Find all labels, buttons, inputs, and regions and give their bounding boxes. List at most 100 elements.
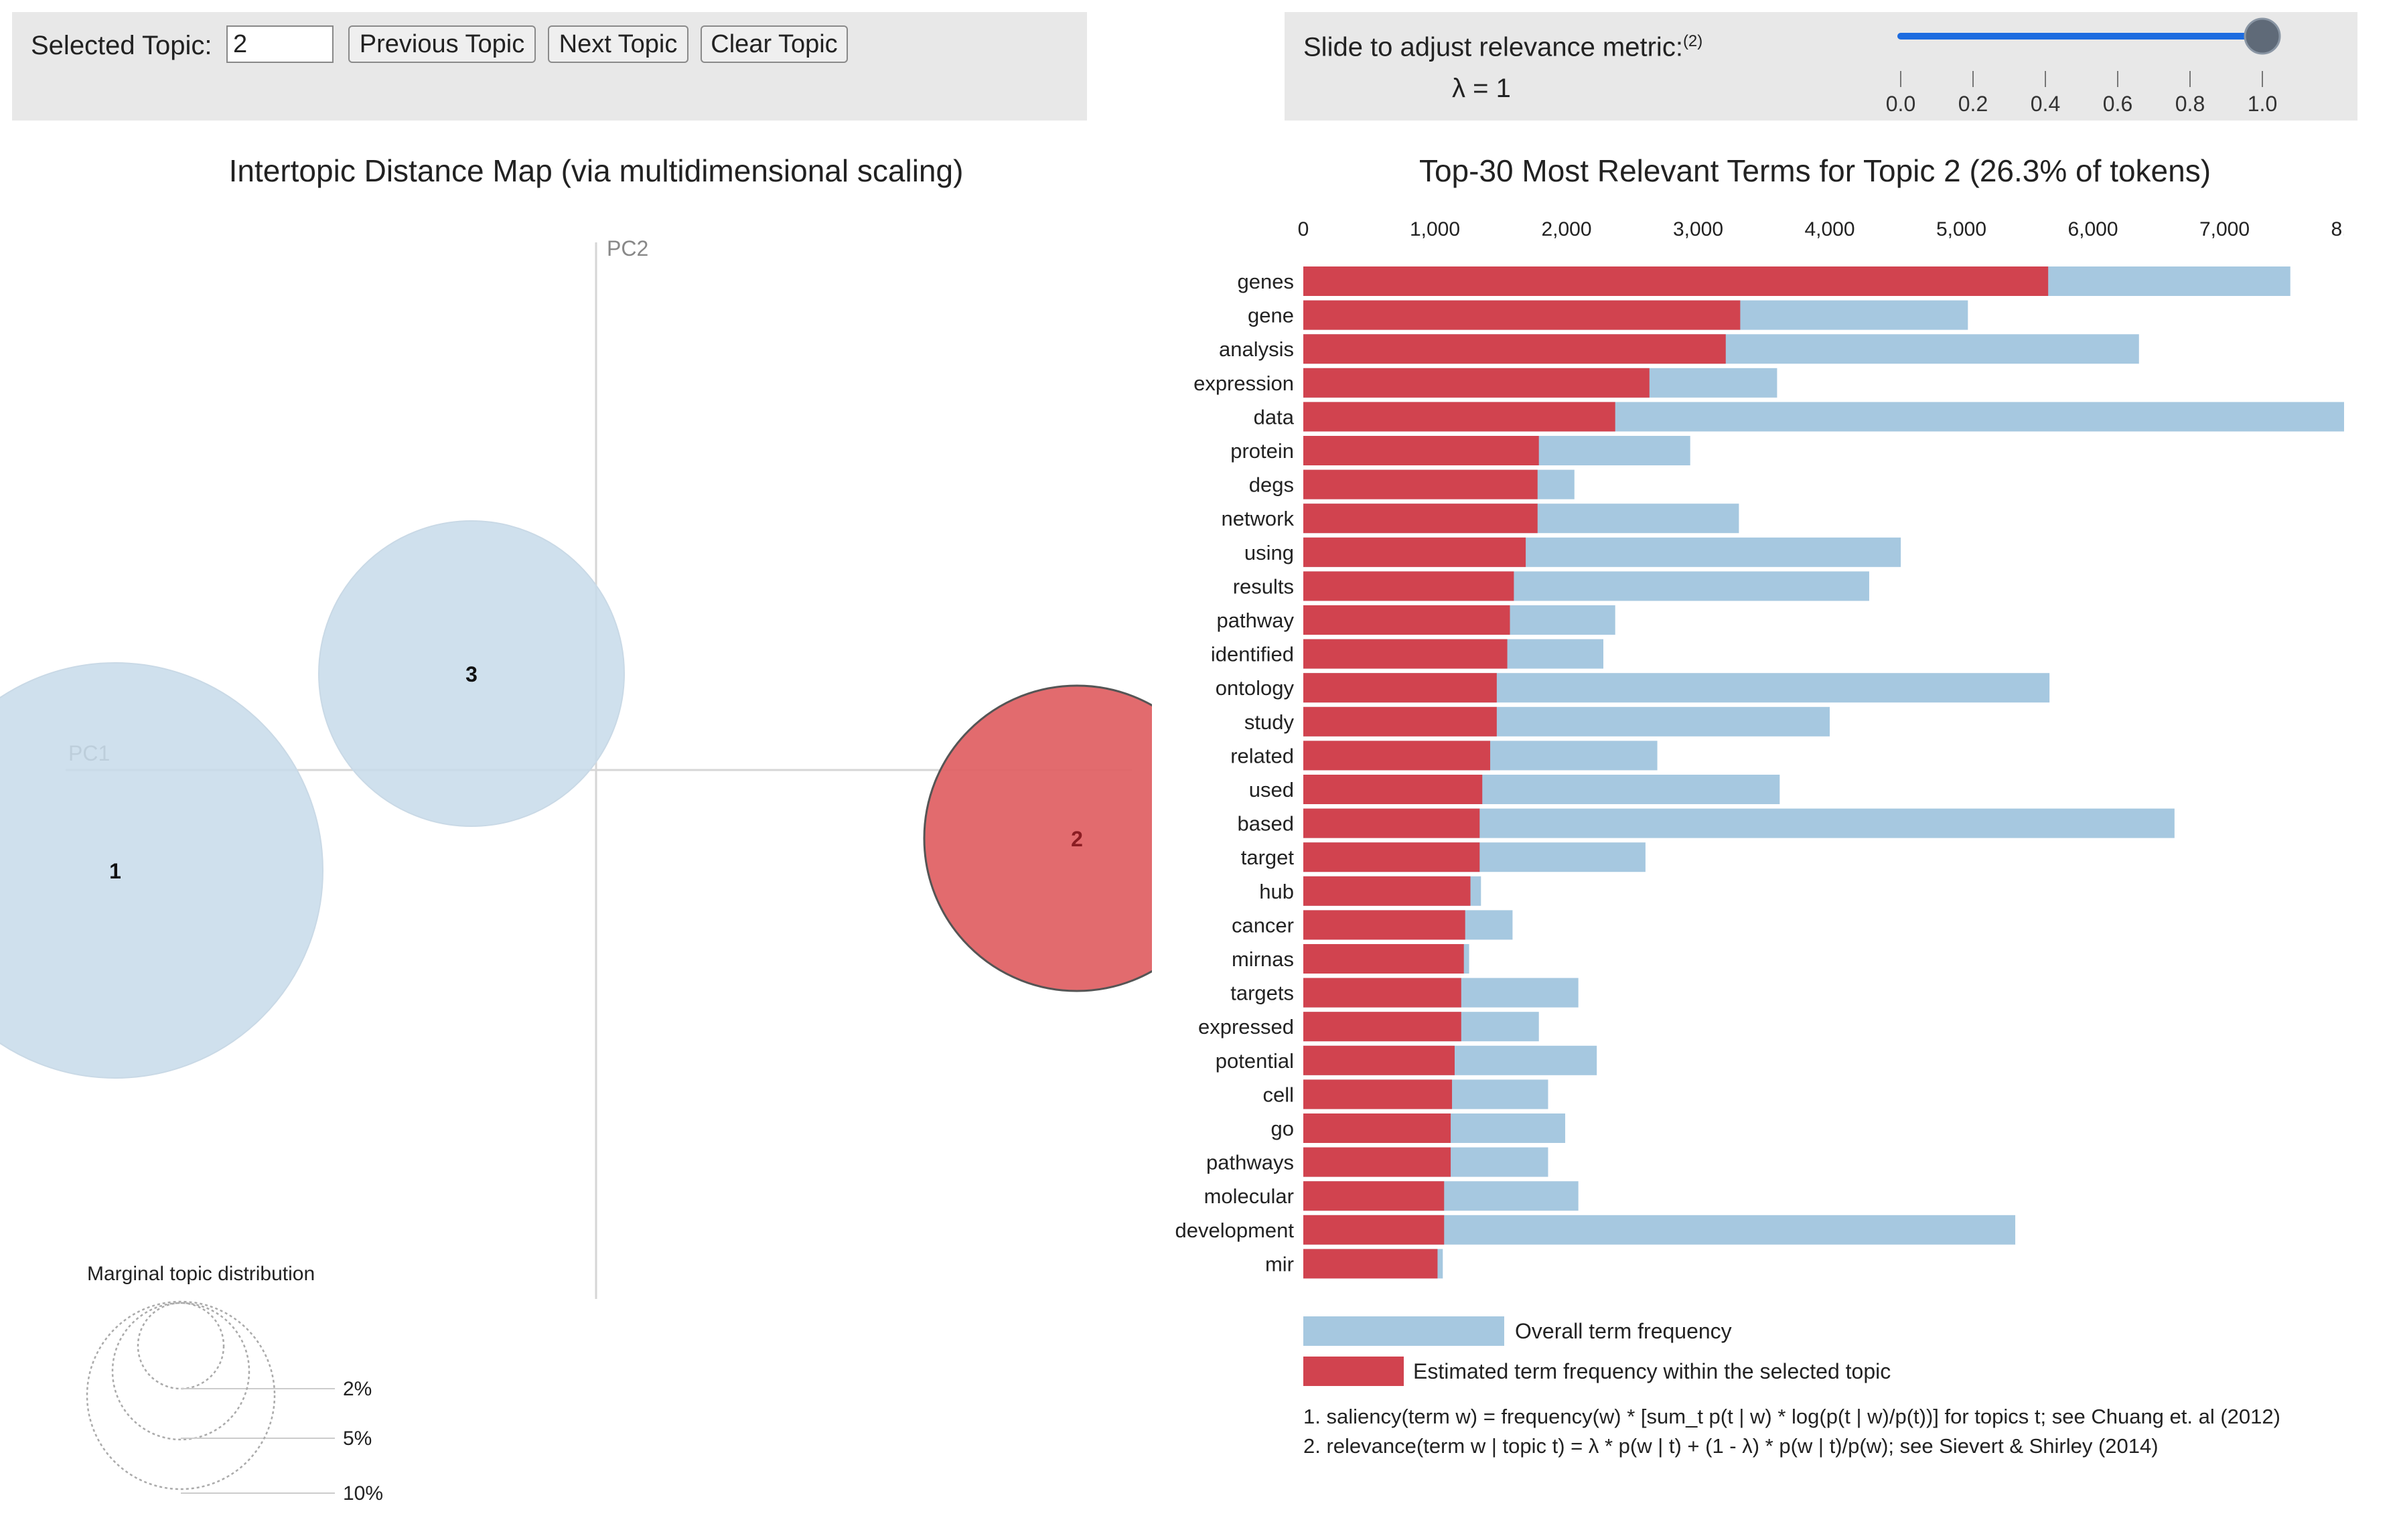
term-label-using[interactable]: using	[1244, 541, 1294, 564]
x-tick-label: 3,000	[1673, 218, 1723, 240]
previous-topic-button[interactable]: Previous Topic	[348, 25, 536, 63]
term-label-related[interactable]: related	[1230, 744, 1294, 767]
term-label-molecular[interactable]: molecular	[1204, 1184, 1294, 1208]
topic-circle-label-3: 3	[465, 662, 478, 686]
topic-bar-mir	[1303, 1249, 1438, 1279]
term-label-ontology[interactable]: ontology	[1216, 676, 1295, 700]
term-label-targets[interactable]: targets	[1230, 982, 1294, 1005]
lambda-value-label: λ = 1	[1452, 74, 1511, 103]
term-label-cancer[interactable]: cancer	[1232, 913, 1294, 937]
topic-bar-potential	[1303, 1045, 1455, 1075]
bar-chart-title: Top-30 Most Relevant Terms for Topic 2 (…	[1418, 153, 2211, 188]
marginal-label: 10%	[343, 1482, 383, 1505]
topic-bar-based	[1303, 808, 1480, 838]
topic-bar-expressed	[1303, 1012, 1461, 1042]
term-label-analysis[interactable]: analysis	[1219, 337, 1294, 361]
topic-bar-mirnas	[1303, 944, 1464, 974]
term-label-target[interactable]: target	[1241, 846, 1295, 869]
term-label-network[interactable]: network	[1221, 507, 1294, 530]
topic-circle-2[interactable]	[923, 684, 1152, 992]
overall-frequency-legend-label: Overall term frequency	[1515, 1319, 1732, 1343]
topic-bar-results	[1303, 571, 1514, 601]
term-label-study[interactable]: study	[1244, 710, 1295, 734]
term-label-expression[interactable]: expression	[1193, 372, 1294, 395]
x-tick-label: 4,000	[1804, 218, 1854, 240]
topic-circle-label-2: 2	[1071, 827, 1083, 851]
x-tick-label: 0	[1298, 218, 1309, 240]
marginal-circle	[137, 1302, 225, 1390]
intertopic-distance-map: PC1PC2132Marginal topic distribution2%5%…	[0, 236, 1152, 1505]
topic-bar-pathways	[1303, 1147, 1451, 1177]
selected-topic-input[interactable]	[226, 25, 334, 63]
term-label-development[interactable]: development	[1175, 1219, 1294, 1242]
x-tick-label: 7,000	[2199, 218, 2250, 240]
term-label-hub[interactable]: hub	[1259, 880, 1294, 903]
next-topic-button[interactable]: Next Topic	[548, 25, 688, 63]
term-label-based[interactable]: based	[1238, 812, 1294, 836]
term-label-genes[interactable]: genes	[1238, 270, 1294, 293]
topic-bar-development	[1303, 1215, 1445, 1245]
relevance-slider[interactable]: 0.0 0.2 0.4 0.6 0.8 1.0	[1807, 12, 2343, 121]
slider-thumb[interactable]	[2244, 17, 2281, 55]
clear-topic-button[interactable]: Clear Topic	[701, 25, 848, 63]
topic-bar-data	[1303, 402, 1615, 432]
term-label-gene[interactable]: gene	[1248, 304, 1294, 327]
topic-bar-molecular	[1303, 1181, 1445, 1211]
topic-bar-identified	[1303, 639, 1508, 669]
term-label-data[interactable]: data	[1254, 405, 1295, 429]
term-label-protein[interactable]: protein	[1230, 439, 1294, 463]
slider-label-text: Slide to adjust relevance metric:	[1303, 32, 1683, 62]
slider-tick-label: 1.0	[2248, 92, 2277, 116]
topic-bar-hub	[1303, 876, 1471, 906]
term-label-pathways[interactable]: pathways	[1206, 1151, 1294, 1174]
topic-circle-label-1: 1	[109, 859, 121, 883]
topic-bar-related	[1303, 741, 1491, 771]
topic-bar-cancer	[1303, 910, 1465, 940]
marginal-circle	[111, 1302, 250, 1441]
relevance-slider-panel: Slide to adjust relevance metric:(2) λ =…	[1285, 12, 2357, 121]
topic-circle-1[interactable]	[0, 662, 323, 1079]
topic-frequency-legend-label: Estimated term frequency within the sele…	[1413, 1359, 1891, 1383]
marginal-label: 2%	[343, 1378, 372, 1400]
topic-circle-3[interactable]	[318, 520, 625, 827]
term-label-expressed[interactable]: expressed	[1198, 1015, 1294, 1038]
footnote-saliency: 1. saliency(term w) = frequency(w) * [su…	[1303, 1405, 2280, 1428]
intertopic-map-title: Intertopic Distance Map (via multidimens…	[228, 153, 964, 188]
topic-bar-protein	[1303, 436, 1539, 465]
topic-control-panel: Selected Topic: Previous Topic Next Topi…	[12, 12, 1087, 121]
slider-tick-label: 0.8	[2175, 92, 2205, 116]
term-label-used[interactable]: used	[1249, 778, 1294, 801]
slider-footnote-ref: (2)	[1682, 32, 1703, 50]
term-label-identified[interactable]: identified	[1211, 643, 1294, 666]
topic-bar-used	[1303, 775, 1483, 804]
topic-bar-gene	[1303, 300, 1741, 330]
footnote-relevance: 2. relevance(term w | topic t) = λ * p(w…	[1303, 1434, 2159, 1458]
overall-frequency-legend-swatch	[1303, 1316, 1504, 1346]
pc2-axis-label: PC2	[607, 236, 648, 260]
topic-bar-targets	[1303, 978, 1461, 1008]
topic-frequency-legend-swatch	[1303, 1357, 1404, 1386]
topic-bar-using	[1303, 537, 1526, 567]
term-label-pathway[interactable]: pathway	[1217, 609, 1295, 632]
term-label-cell[interactable]: cell	[1262, 1083, 1294, 1106]
term-label-potential[interactable]: potential	[1216, 1049, 1294, 1073]
topic-bar-expression	[1303, 368, 1650, 398]
term-label-go[interactable]: go	[1271, 1117, 1294, 1140]
marginal-label: 5%	[343, 1428, 372, 1450]
term-label-degs[interactable]: degs	[1249, 473, 1294, 497]
topic-bar-pathway	[1303, 605, 1510, 635]
x-tick-label: 5,000	[1936, 218, 1986, 240]
term-label-mirnas[interactable]: mirnas	[1232, 947, 1294, 971]
slider-tick-label: 0.0	[1886, 92, 1915, 116]
term-label-mir[interactable]: mir	[1265, 1252, 1294, 1276]
topic-bar-ontology	[1303, 673, 1497, 703]
x-tick-label: 8,000	[2331, 218, 2344, 240]
term-label-results[interactable]: results	[1233, 574, 1294, 598]
x-tick-label: 1,000	[1410, 218, 1460, 240]
slider-tick-label: 0.4	[2031, 92, 2060, 116]
relevant-terms-bar-chart: 0 1,000 2,000 3,000 4,000 5,000 6,000 7,000 8,00…	[1175, 218, 2344, 1279]
slider-tick-label: 0.6	[2103, 92, 2132, 116]
topic-bar-network	[1303, 504, 1538, 534]
marginal-circle	[86, 1300, 276, 1490]
slider-tick-label: 0.2	[1958, 92, 1988, 116]
